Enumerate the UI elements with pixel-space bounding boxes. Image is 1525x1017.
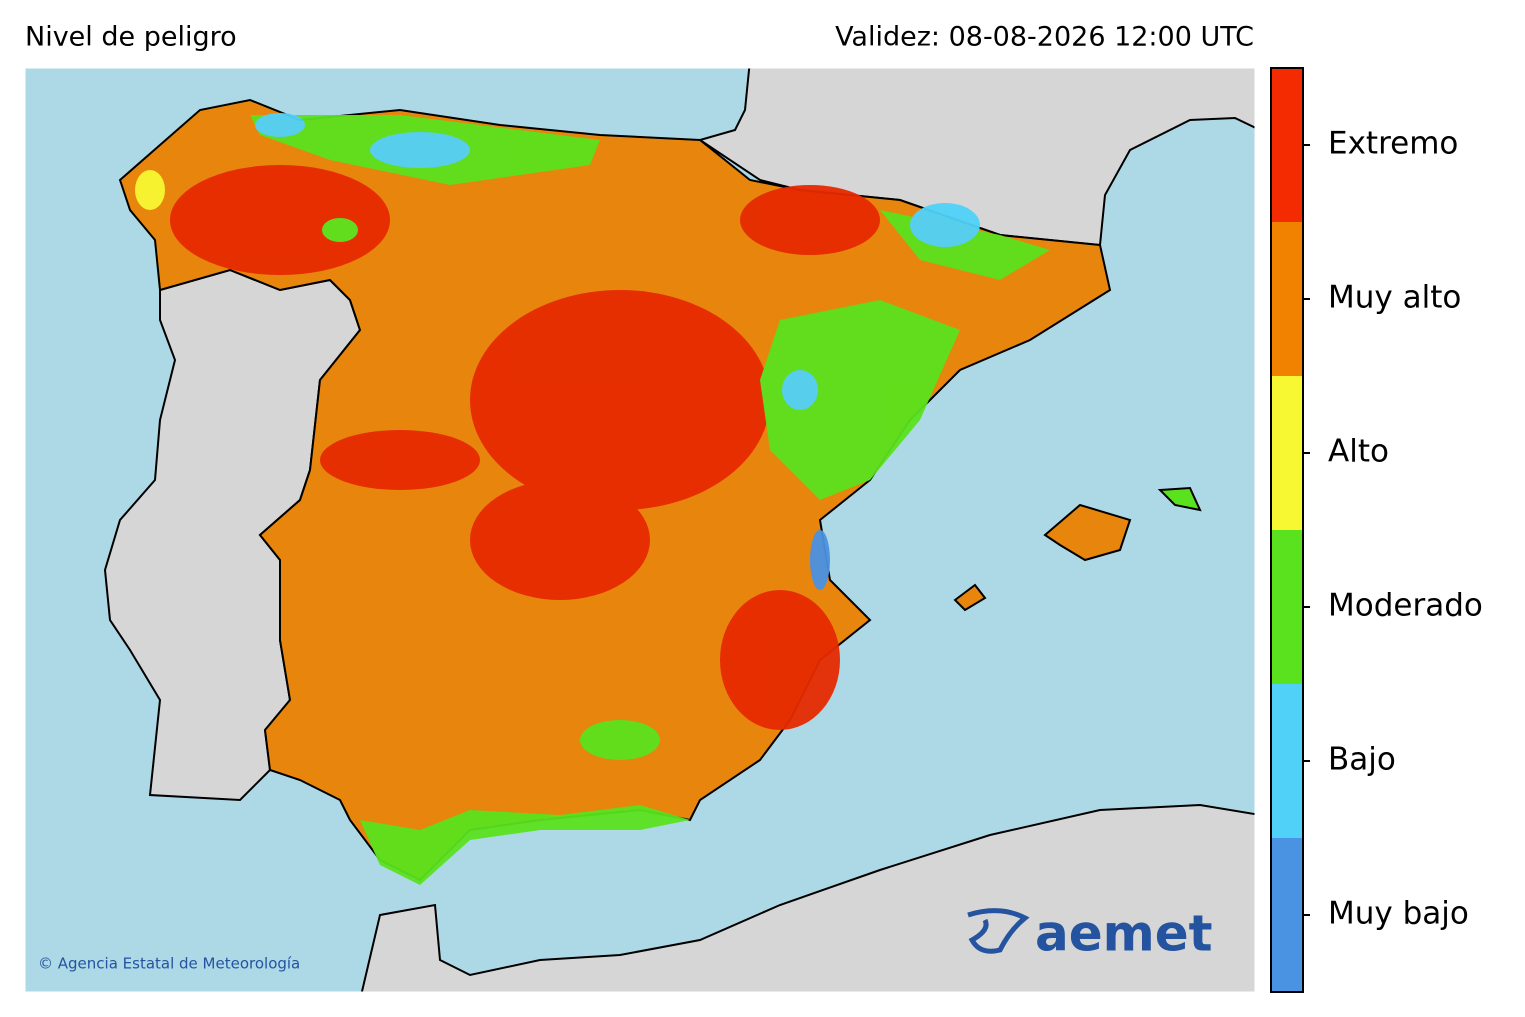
yellow-area <box>135 170 165 210</box>
logo: aemet <box>1035 905 1213 963</box>
menorca <box>1157 486 1202 512</box>
colorbar-frame <box>1270 67 1304 993</box>
green-area <box>580 720 660 760</box>
ibiza <box>953 583 987 612</box>
blue-area <box>910 203 980 247</box>
blue-area <box>255 113 305 137</box>
credit: © Agencia Estatal de Meteorología <box>38 955 300 973</box>
mallorca <box>1043 503 1132 562</box>
red-area <box>170 165 390 275</box>
map: aemet © Agencia Estatal de Meteorología <box>25 68 1255 992</box>
colorbar-label: Alto <box>1328 434 1389 470</box>
colorbar-band <box>1271 68 1303 222</box>
validity: Validez: 08-08-2026 12:00 UTC <box>835 22 1254 53</box>
red-area <box>470 480 650 600</box>
title: Nivel de peligro <box>25 22 237 53</box>
red-area <box>740 185 880 255</box>
colorbar-band <box>1271 838 1303 992</box>
green-area <box>760 300 960 500</box>
colorbar-band <box>1271 530 1303 684</box>
colorbar-label: Muy bajo <box>1328 896 1469 932</box>
colorbar-band <box>1271 222 1303 376</box>
colorbar-band <box>1271 684 1303 838</box>
colorbar-label: Muy alto <box>1328 280 1461 316</box>
red-area <box>720 590 840 730</box>
green-area <box>360 805 690 885</box>
colorbar-band <box>1271 376 1303 530</box>
hazard-areas <box>135 113 1050 885</box>
colorbar-label: Extremo <box>1328 126 1458 162</box>
blue-area <box>370 132 470 168</box>
red-area <box>470 290 770 510</box>
africa <box>360 803 1255 992</box>
logo-icon <box>967 908 1030 954</box>
green-area <box>322 218 358 242</box>
blue-area <box>782 370 818 410</box>
colorbar: Extremo Muy alto Alto Moderado Bajo Muy bajo <box>1270 67 1483 993</box>
red-area <box>320 430 480 490</box>
blue-area <box>810 530 830 590</box>
colorbar-label: Moderado <box>1328 588 1483 624</box>
map-frame <box>24 67 1256 993</box>
colorbar-label: Bajo <box>1328 742 1396 778</box>
